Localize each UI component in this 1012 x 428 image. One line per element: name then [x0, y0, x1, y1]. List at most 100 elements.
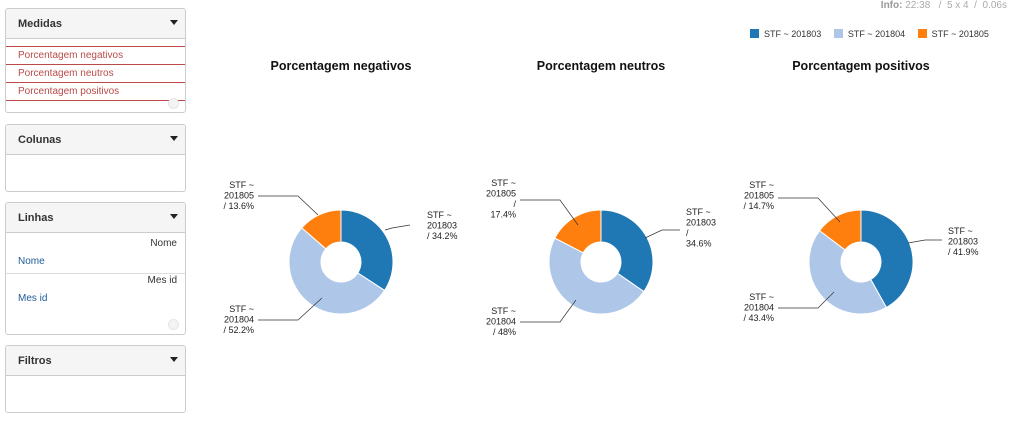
slice-label-line: 34.6%	[686, 239, 712, 249]
slice-label-0-0: STF ~201803/ 34.2%	[427, 210, 458, 241]
pie-slice-2-1[interactable]	[808, 229, 888, 315]
legend-label-201804: STF ~ 201804	[847, 29, 906, 39]
hierarchy-name-nome: Nome	[150, 238, 177, 249]
linhas-title: Linhas	[18, 212, 54, 224]
slice-label-line: STF ~	[229, 180, 254, 190]
pie-slice-0-0[interactable]	[340, 209, 394, 292]
pie-slice-0-2[interactable]	[301, 209, 342, 250]
info-bar: Info: 22:38 / 5 x 4 / 0.06s	[880, 0, 1007, 11]
measure-item-neutros[interactable]: Porcentagem neutros	[6, 65, 185, 83]
hierarchy-name-mes-id: Mes id	[147, 275, 177, 286]
info-duration: 0.06s	[982, 0, 1007, 11]
leader-line-1-0	[644, 229, 680, 239]
filtros-title: Filtros	[18, 355, 52, 367]
hierarchy-level-mes-id[interactable]: Mes id	[18, 293, 48, 304]
slice-label-line: 201805	[744, 191, 774, 201]
filtros-caret-icon[interactable]	[170, 357, 178, 362]
leader-line-2-1	[778, 291, 835, 309]
leader-line-2-2	[778, 197, 841, 223]
filtros-panel: Filtros	[5, 345, 186, 413]
legend-item-201803[interactable]: STF ~ 201803	[750, 29, 821, 39]
legend-label-201803: STF ~ 201803	[764, 29, 822, 39]
slice-label-line: STF ~	[491, 178, 516, 188]
slice-label-line: / 43.4%	[743, 313, 774, 323]
slice-label-line: 201804	[744, 303, 774, 313]
colunas-header[interactable]: Colunas	[6, 125, 185, 155]
medidas-drop-icon[interactable]	[168, 98, 179, 109]
pie-slice-1-2[interactable]	[554, 209, 602, 254]
slice-label-line: STF ~	[491, 306, 516, 316]
colunas-panel: Colunas	[5, 124, 186, 192]
measure-item-negativos[interactable]: Porcentagem negativos	[6, 46, 185, 65]
slice-label-2-2: STF ~201805/ 14.7%	[743, 180, 774, 211]
slice-label-line: 201804	[486, 317, 516, 327]
slice-label-2-0: STF ~201803/ 41.9%	[948, 226, 979, 257]
slice-label-line: /	[513, 199, 516, 209]
slice-label-0-2: STF ~201805/ 13.6%	[223, 180, 254, 211]
chart-legend: STF ~ 201803 STF ~ 201804 STF ~ 201805	[750, 29, 999, 39]
slice-label-line: STF ~	[229, 304, 254, 314]
slice-label-line: /	[686, 228, 689, 238]
info-time: 22:38	[905, 0, 931, 11]
slice-label-line: 201803	[427, 221, 457, 231]
legend-swatch-201804	[833, 29, 843, 38]
legend-swatch-201803	[750, 29, 759, 38]
pie-slice-2-0[interactable]	[860, 209, 914, 309]
slice-label-1-0: STF ~201803/34.6%	[686, 207, 716, 249]
linhas-header[interactable]: Linhas	[6, 203, 185, 233]
slice-label-line: 201805	[486, 189, 516, 199]
legend-item-201805[interactable]: STF ~ 201805	[917, 29, 989, 39]
slice-label-line: 201803	[686, 218, 716, 228]
colunas-title: Colunas	[18, 134, 62, 146]
info-label: Info:	[880, 0, 903, 11]
slice-label-line: / 13.6%	[223, 201, 254, 211]
leader-line-0-1	[258, 297, 323, 321]
slice-label-1-2: STF ~201805/17.4%	[486, 178, 517, 220]
medidas-title: Medidas	[18, 18, 63, 30]
slice-label-line: STF ~	[948, 226, 973, 236]
hierarchy-level-nome[interactable]: Nome	[18, 256, 45, 267]
chart-title-1: Porcentagem neutros	[537, 59, 666, 73]
info-dims: 5 x 4	[946, 0, 969, 11]
legend-label-201805: STF ~ 201805	[931, 29, 989, 39]
pie-slice-2-2[interactable]	[818, 209, 862, 251]
linhas-hierarchy-list: Nome Nome Mes id Mes id	[6, 233, 185, 306]
leader-line-0-2	[258, 195, 319, 216]
slice-label-line: STF ~	[686, 207, 711, 217]
leader-line-0-0	[384, 224, 411, 231]
slice-label-2-1: STF ~201804/ 43.4%	[743, 292, 774, 323]
slice-label-line: / 41.9%	[948, 247, 979, 257]
leader-line-1-2	[520, 199, 579, 226]
colunas-caret-icon[interactable]	[170, 136, 178, 141]
measure-item-positivos[interactable]: Porcentagem positivos	[6, 83, 185, 101]
linhas-drop-icon[interactable]	[168, 319, 179, 330]
pie-slice-1-1[interactable]	[548, 237, 645, 315]
medidas-header[interactable]: Medidas	[6, 9, 185, 39]
pie-slice-0-1[interactable]	[288, 227, 386, 315]
slice-label-line: STF ~	[749, 180, 774, 190]
slice-label-line: / 52.2%	[223, 325, 254, 335]
slice-label-line: 17.4%	[490, 210, 516, 220]
leader-line-2-0	[907, 239, 942, 244]
hierarchy-divider	[6, 273, 185, 274]
slice-label-line: / 48%	[493, 327, 516, 337]
slice-label-0-1: STF ~201804/ 52.2%	[223, 304, 254, 335]
legend-item-201804[interactable]: STF ~ 201804	[833, 29, 906, 39]
medidas-caret-icon[interactable]	[170, 20, 178, 25]
legend-swatch-201805	[917, 29, 927, 38]
filtros-header[interactable]: Filtros	[6, 346, 185, 376]
medidas-panel: Medidas Porcentagem negativos Porcentage…	[5, 8, 186, 113]
slice-label-line: / 34.2%	[427, 231, 458, 241]
linhas-caret-icon[interactable]	[170, 214, 178, 219]
linhas-panel: Linhas Nome Nome Mes id Mes id	[5, 202, 186, 335]
slice-label-line: 201805	[224, 191, 254, 201]
slice-label-line: / 14.7%	[743, 201, 774, 211]
slice-label-1-1: STF ~201804/ 48%	[486, 306, 516, 337]
chart-title-0: Porcentagem negativos	[270, 59, 411, 73]
medidas-list: Porcentagem negativos Porcentagem neutro…	[6, 39, 185, 101]
pie-slice-1-0[interactable]	[600, 209, 654, 293]
slice-label-line: STF ~	[749, 292, 774, 302]
chart-title-2: Porcentagem positivos	[792, 59, 930, 73]
slice-label-line: STF ~	[427, 210, 452, 220]
